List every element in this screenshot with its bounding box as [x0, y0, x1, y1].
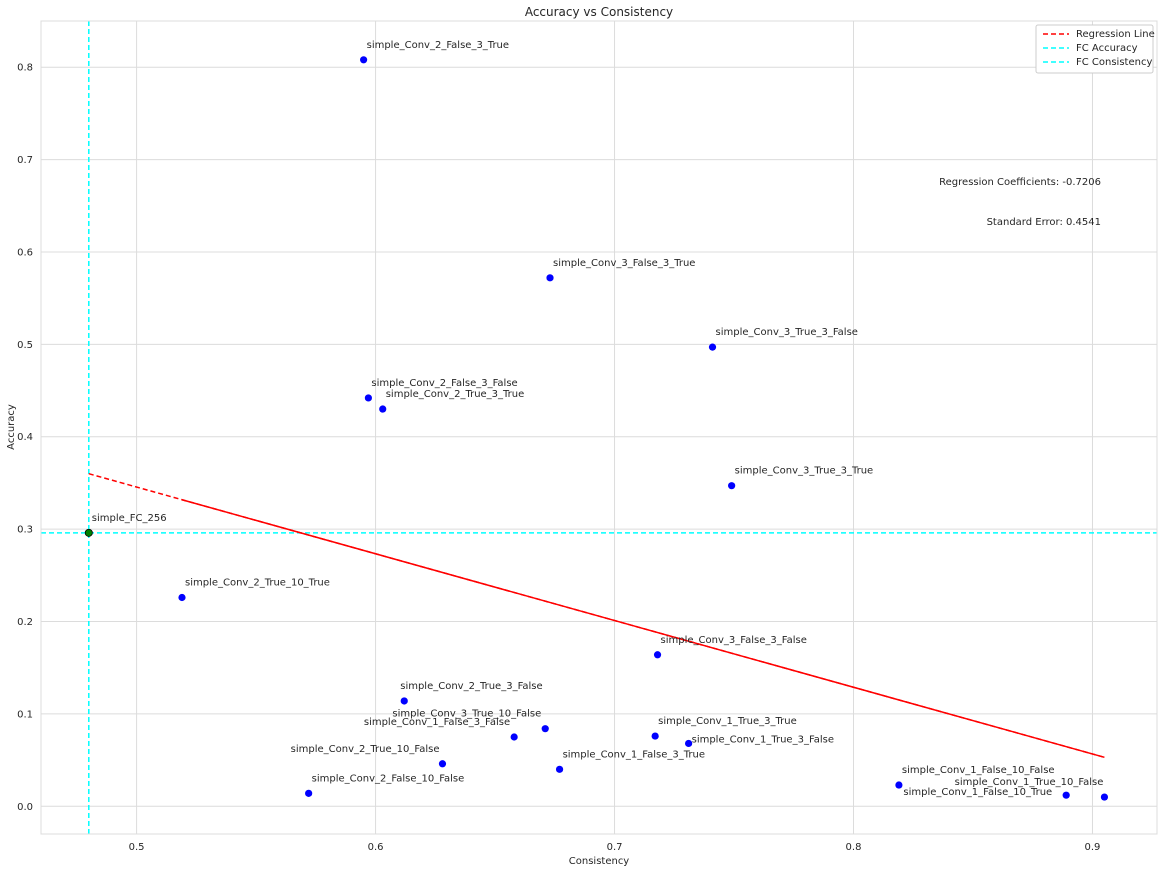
x-tick-label: 0.6: [368, 842, 384, 853]
x-tick-label: 0.7: [607, 842, 623, 853]
data-point: [510, 733, 518, 741]
point-label: simple_Conv_1_False_3_True: [563, 749, 705, 760]
data-point: [84, 528, 93, 537]
x-tick-label: 0.9: [1085, 842, 1101, 853]
point-label: simple_Conv_3_True_3_False: [716, 327, 858, 338]
data-point: [178, 593, 186, 602]
data-point: [541, 725, 549, 733]
point-label: simple_Conv_2_False_10_False: [312, 773, 465, 784]
legend-box: [1035, 24, 1154, 74]
data-point: [400, 697, 408, 705]
data-point: [438, 760, 447, 768]
point-label: simple_Conv_1_True_10_False: [955, 777, 1104, 788]
data-point: [555, 765, 564, 773]
legend: Regression Line FC Accuracy FC Consisten…: [1035, 24, 1155, 74]
y-tick-label: 0.1: [17, 709, 33, 720]
x-axis-label: Consistency: [569, 856, 630, 867]
x-tick-label: 0.8: [846, 842, 862, 853]
data-point: [379, 405, 387, 413]
data-point: [651, 732, 659, 740]
data-point: [1062, 791, 1070, 799]
chart-title: Accuracy vs Consistency: [525, 5, 673, 19]
y-tick-label: 0.3: [17, 525, 33, 536]
point-label: simple_Conv_2_False_3_False: [371, 378, 517, 389]
standard-error-annotation: Standard Error: 0.4541: [987, 217, 1101, 228]
point-label: simple_Conv_1_False_10_True: [903, 787, 1052, 798]
point-label: simple_Conv_1_True_3_True: [658, 716, 797, 727]
data-point: [1100, 793, 1109, 801]
y-tick-label: 0.6: [17, 247, 33, 258]
y-tick-label: 0.4: [17, 432, 33, 443]
point-label: simple_Conv_3_True_10_False: [392, 709, 541, 720]
data-point: [708, 343, 717, 351]
legend-label-regression: Regression Line: [1076, 29, 1155, 40]
grid-layer: 0.5 0.6 0.7 0.8 0.9 0.0 0.1 0.2 0.3 0.4 0.5 0.6 0.7 0…: [17, 21, 1157, 853]
data-point: [360, 56, 368, 64]
point-label: simple_Conv_2_True_3_False: [400, 681, 542, 692]
regression-coefficients-annotation: Regression Coefficients: -0.7206: [939, 177, 1101, 188]
y-tick-label: 0.0: [17, 802, 33, 813]
regression-line-solid: [181, 498, 1105, 759]
point-label: simple_Conv_3_False_3_True: [553, 258, 695, 269]
data-point: [895, 781, 903, 789]
plot-frame: [40, 20, 1158, 835]
point-label: simple_Conv_3_True_3_True: [735, 466, 874, 477]
data-point: [364, 394, 372, 402]
data-point: [546, 274, 554, 282]
point-label: simple_Conv_2_True_10_False: [291, 744, 440, 755]
legend-label-fc-accuracy: FC Accuracy: [1076, 43, 1138, 54]
point-label: simple_Conv_2_True_3_True: [386, 389, 525, 400]
y-tick-label: 0.2: [17, 617, 33, 628]
data-point: [728, 482, 736, 490]
label-layer: simple_Conv_2_False_3_True simple_Conv_3_…: [92, 40, 1104, 798]
x-tick-label: 0.5: [129, 842, 145, 853]
y-tick-label: 0.5: [17, 340, 33, 351]
series-layer: [41, 21, 1157, 834]
point-label: simple_Conv_2_False_3_True: [367, 40, 509, 51]
y-axis-label: Accuracy: [6, 404, 17, 450]
data-point: [685, 739, 693, 748]
legend-label-fc-consistency: FC Consistency: [1076, 57, 1152, 68]
point-label: simple_Conv_2_True_10_True: [185, 577, 330, 588]
point-label: simple_Conv_3_False_3_False: [661, 635, 807, 646]
y-tick-label: 0.7: [17, 155, 33, 166]
point-label: simple_Conv_1_True_3_False: [692, 734, 834, 745]
point-label: simple_FC_256: [92, 513, 167, 524]
point-label: simple_Conv_1_False_3_False: [364, 717, 510, 728]
y-tick-label: 0.8: [17, 63, 33, 74]
data-point: [653, 651, 662, 659]
data-point: [305, 789, 313, 797]
point-label: simple_Conv_1_False_10_False: [902, 765, 1055, 776]
